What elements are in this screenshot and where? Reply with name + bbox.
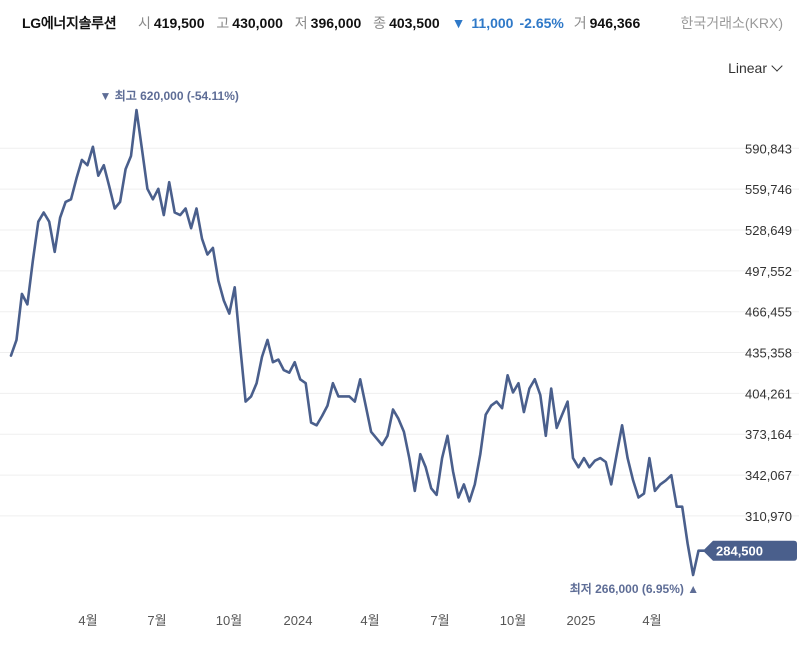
quote-header: LG에너지솔루션 시 419,500 고 430,000 저 396,000 종 403… <box>0 0 799 44</box>
x-tick-label: 7월 <box>430 613 449 628</box>
stock-name: LG에너지솔루션 <box>22 15 117 31</box>
price-line <box>9 108 706 577</box>
y-tick-label: 528,649 <box>745 223 792 238</box>
x-tick-label: 2024 <box>284 613 313 628</box>
y-tick-label: 310,970 <box>745 509 792 524</box>
current-price-label: 284,500 <box>716 544 763 559</box>
low-label: 저 <box>294 15 308 31</box>
y-axis-labels: 590,843 559,746 528,649 497,552 466,455 435,3… <box>745 141 792 524</box>
min-price-annotation: 최저 266,000 (6.95%) ▲ <box>570 581 699 596</box>
x-axis-labels: 4월 7월 10월 2024 4월 7월 10월 2025 4월 <box>78 613 661 628</box>
x-tick-label: 2025 <box>567 613 596 628</box>
change-percent: -2.65% <box>519 15 564 31</box>
y-tick-label: 466,455 <box>745 305 792 320</box>
close-value: 403,500 <box>389 15 440 31</box>
x-tick-label: 4월 <box>78 613 97 628</box>
max-price-annotation: ▼ 최고 620,000 (-54.11%) <box>100 88 239 103</box>
high-value: 430,000 <box>232 15 283 31</box>
scale-label: Linear <box>728 60 767 76</box>
change-value: 11,000 <box>471 15 514 31</box>
y-tick-label: 342,067 <box>745 468 792 483</box>
scale-dropdown[interactable]: Linear <box>728 60 783 76</box>
down-arrow-icon: ▼ <box>451 15 466 31</box>
volume-value: 946,366 <box>589 15 641 31</box>
y-tick-label: 373,164 <box>745 427 792 442</box>
y-tick-label: 497,552 <box>745 264 792 279</box>
current-price-tag: 284,500 <box>703 540 797 561</box>
x-tick-label: 4월 <box>642 613 661 628</box>
x-tick-label: 4월 <box>360 613 379 628</box>
close-label: 종 <box>373 15 387 31</box>
volume-label: 거 <box>573 15 587 31</box>
y-tick-label: 435,358 <box>745 346 792 361</box>
x-tick-label: 10월 <box>216 613 242 628</box>
x-tick-label: 7월 <box>147 613 166 628</box>
x-tick-label: 10월 <box>500 613 526 628</box>
low-value: 396,000 <box>310 15 362 31</box>
grid-lines <box>0 147 799 517</box>
current-price-badge <box>703 540 797 561</box>
open-value: 419,500 <box>153 15 205 31</box>
y-tick-label: 559,746 <box>745 182 792 197</box>
quote-summary: 시 419,500 고 430,000 저 396,000 종 403,500 ▼ 11,… <box>138 13 648 33</box>
y-tick-label: 404,261 <box>745 386 792 401</box>
high-label: 고 <box>216 15 230 31</box>
exchange-name: 한국거래소(KRX) <box>680 15 783 31</box>
open-label: 시 <box>138 15 151 31</box>
y-tick-label: 590,843 <box>745 141 792 156</box>
